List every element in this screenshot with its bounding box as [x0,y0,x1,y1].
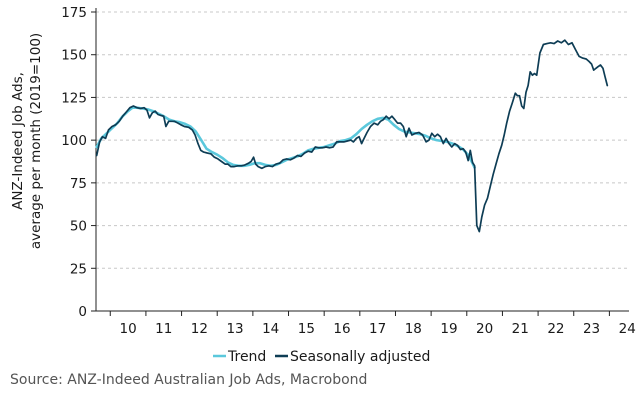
x-tick-label: 20 [476,321,493,337]
y-tick-label: 175 [61,5,87,21]
source-note: Source: ANZ-Indeed Australian Job Ads, M… [10,372,368,388]
x-tick-label: 12 [191,321,208,337]
y-axis-label-line1: ANZ-Indeed Job Ads, [10,72,26,210]
x-tick-label: 24 [619,321,636,337]
x-tick-label: 16 [333,321,350,337]
x-tick-label: 19 [440,321,457,337]
x-tick-label: 14 [262,321,279,337]
x-tick-label: 15 [298,321,315,337]
x-tick-label: 18 [405,321,422,337]
x-tick-label: 22 [547,321,564,337]
x-tick-label: 11 [155,321,172,337]
y-tick-label: 50 [70,219,87,235]
series-layer [95,39,609,233]
x-tick-label: 21 [512,321,529,337]
y-tick-label: 100 [61,133,87,149]
y-tick-label: 150 [61,48,87,64]
x-tick-label: 17 [369,321,386,337]
x-tick-label: 23 [583,321,600,337]
x-tick-label: 10 [119,321,136,337]
y-tick-label: 25 [70,261,87,277]
y-tick-label: 75 [70,176,87,192]
y-tick-label: 0 [78,304,87,320]
axes [95,8,629,312]
x-tick-label: 13 [226,321,243,337]
legend-sa-label: Seasonally adjusted [290,349,430,365]
legend-trend-label: Trend [227,349,266,365]
legend: Trend Seasonally adjusted [213,349,430,365]
x-axis-ticks: 10 11 12 13 14 15 16 17 18 19 20 21 22 23 24 [109,311,636,337]
y-tick-label: 125 [61,90,87,106]
y-axis-label-line2: average per month (2019=100) [28,33,44,249]
seasonally-adjusted-line [95,39,609,233]
y-axis-ticks: 0 25 50 75 100 125 150 175 [61,5,96,320]
